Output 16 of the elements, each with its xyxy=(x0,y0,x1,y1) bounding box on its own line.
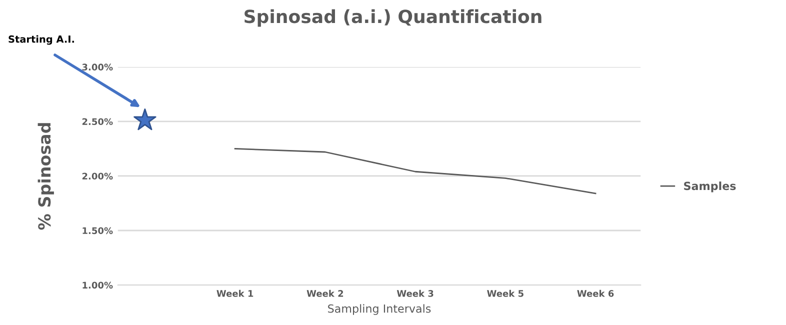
x-axis-title: Sampling Intervals xyxy=(328,304,431,315)
legend-label: Samples xyxy=(684,182,736,192)
y-tick-label: 3.00% xyxy=(82,64,113,71)
x-tick-label: Week 3 xyxy=(396,290,434,297)
y-tick-label: 2.00% xyxy=(82,172,113,180)
y-tick-label: 1.50% xyxy=(82,227,113,234)
text: Starting A.I. xyxy=(8,35,74,45)
x-tick-label: Week 2 xyxy=(306,290,344,297)
x-tick-label: Week 5 xyxy=(487,290,524,297)
chart-title: Spinosad (a.i.) Quantification xyxy=(244,9,542,27)
y-tick-label: 2.50% xyxy=(82,118,113,126)
x-tick-label: Week 1 xyxy=(216,290,254,297)
y-axis-title: % Spinosad xyxy=(38,123,54,230)
y-tick-label: 1.00% xyxy=(82,282,113,289)
line-series xyxy=(234,148,596,194)
x-tick-label: Week 6 xyxy=(577,290,614,297)
